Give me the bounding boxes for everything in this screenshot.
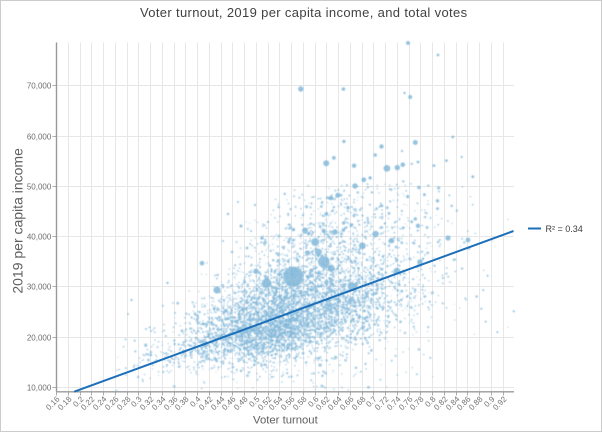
svg-text:Voter turnout: Voter turnout — [253, 415, 319, 427]
svg-text:70,000: 70,000 — [27, 81, 52, 90]
svg-text:30,000: 30,000 — [27, 282, 52, 291]
svg-text:20,000: 20,000 — [27, 333, 52, 342]
svg-text:50,000: 50,000 — [27, 182, 52, 191]
svg-text:10,000: 10,000 — [27, 383, 52, 392]
svg-text:2019 per capita income: 2019 per capita income — [9, 148, 25, 294]
svg-text:60,000: 60,000 — [27, 132, 52, 141]
svg-text:40,000: 40,000 — [27, 232, 52, 241]
svg-text:Voter turnout, 2019 per capita: Voter turnout, 2019 per capita income, a… — [140, 5, 468, 20]
